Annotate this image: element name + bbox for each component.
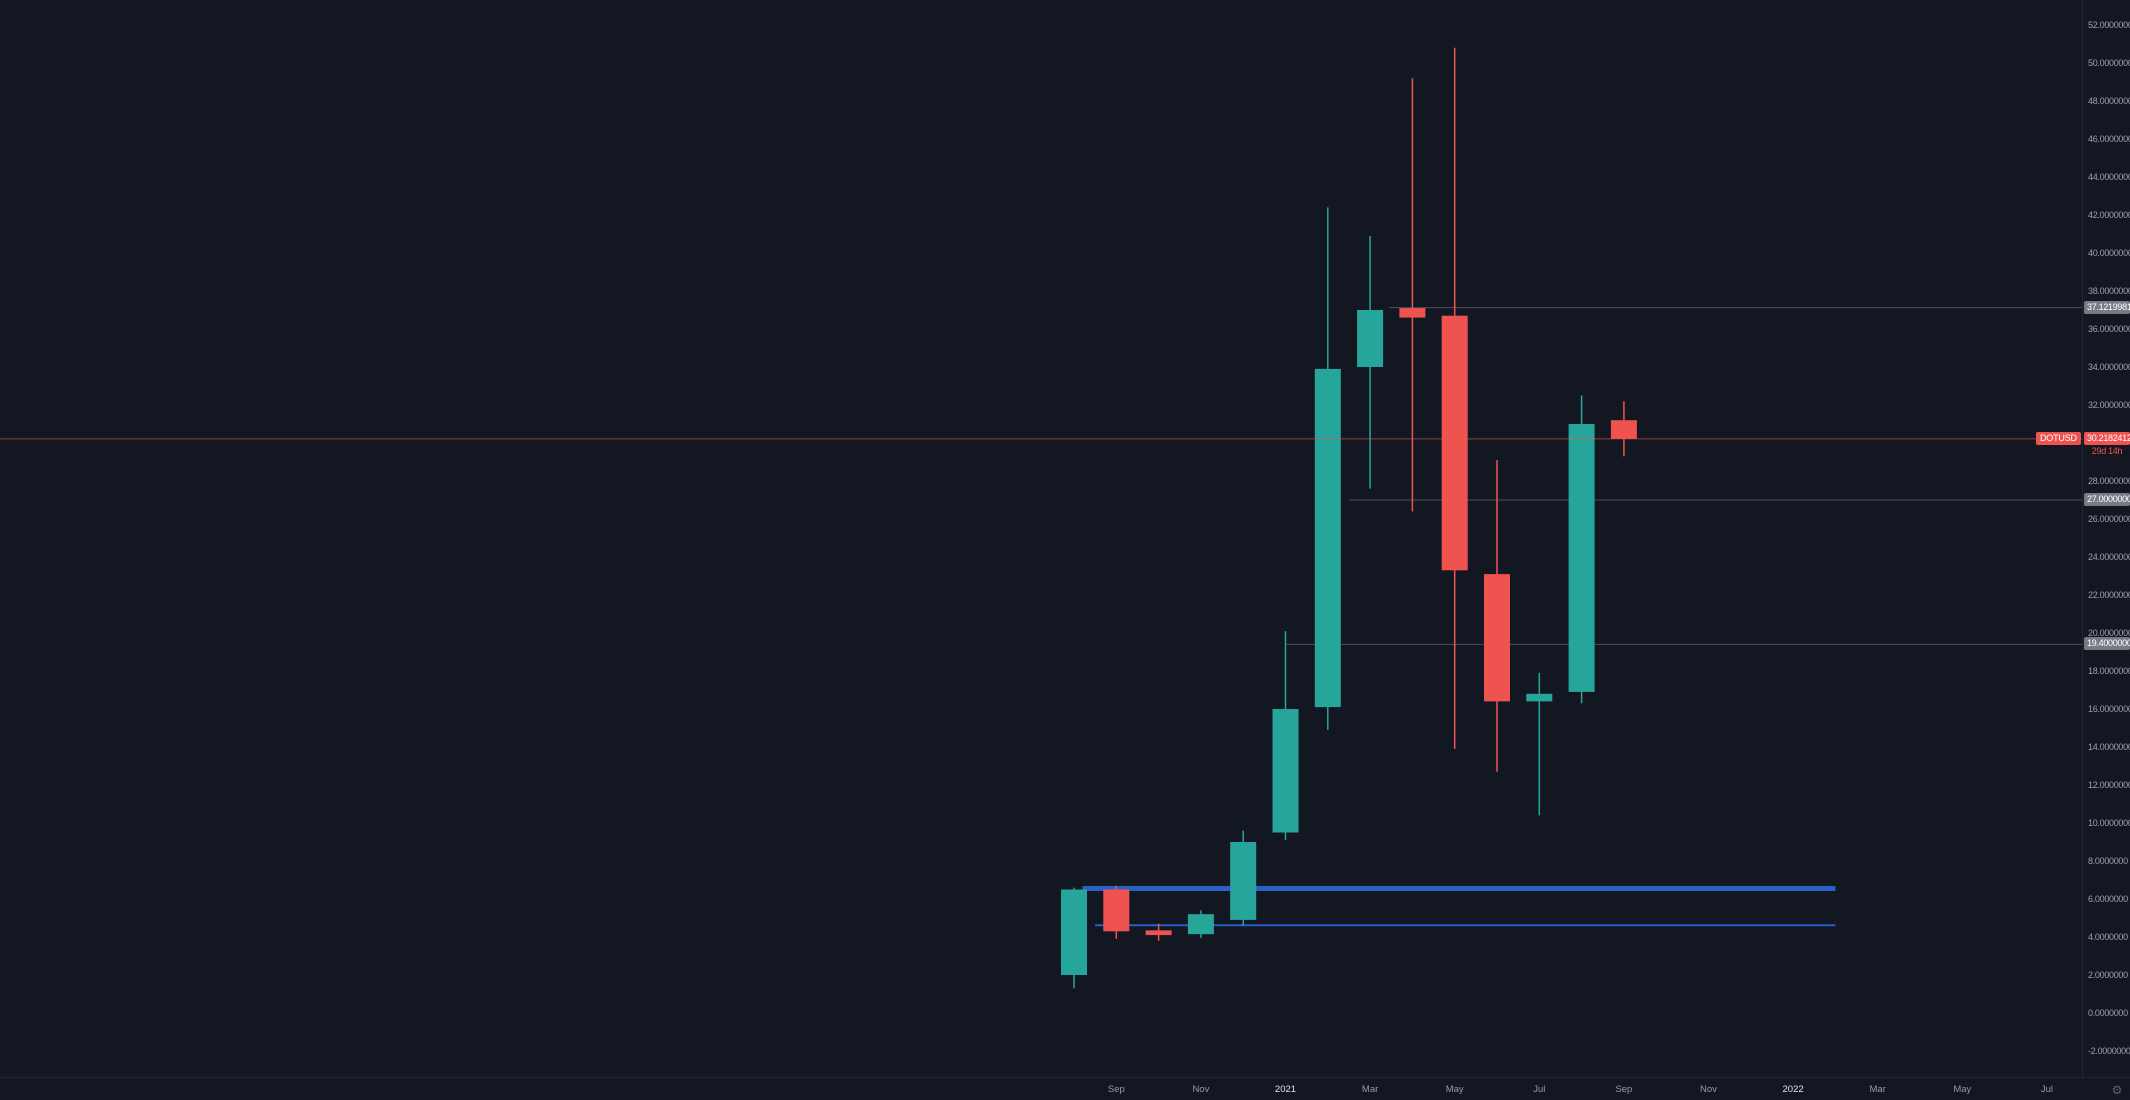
time-tick-month-label: May	[1445, 1084, 1464, 1095]
price-tick-label: 16.0000000	[2088, 704, 2130, 714]
axis-settings-gear-icon[interactable]: ⚙	[2111, 1083, 2123, 1097]
price-tick-label: 8.0000000	[2088, 856, 2128, 866]
time-tick-month-label: Jul	[1533, 1084, 1546, 1095]
time-tick-month-label: Sep	[1107, 1084, 1125, 1095]
time-tick-month-label: May	[1953, 1084, 1972, 1095]
candle-body[interactable]	[1484, 574, 1510, 702]
candle-body[interactable]	[1272, 709, 1299, 833]
candle-body[interactable]	[1399, 308, 1426, 318]
price-tick-label: 48.0000000	[2088, 96, 2130, 106]
price-tick-label: 4.0000000	[2088, 932, 2128, 942]
price-tick-label: 44.0000000	[2088, 172, 2130, 182]
current-price-axis-label: 30.2182412	[2084, 431, 2130, 445]
price-tick-label: 34.0000000	[2088, 362, 2130, 372]
price-tick-label: 40.0000000	[2088, 248, 2130, 258]
candle-body[interactable]	[1357, 310, 1384, 367]
price-tick-label: 38.0000000	[2088, 286, 2130, 296]
price-tick-label: 6.0000000	[2088, 894, 2128, 904]
price-tick-label: 2.0000000	[2088, 970, 2128, 980]
level-axis-label: 37.1219981	[2084, 300, 2130, 314]
candle-body[interactable]	[1441, 315, 1468, 571]
chart-canvas[interactable]	[0, 0, 2082, 1077]
time-tick-year-label: 2021	[1274, 1084, 1297, 1095]
level-axis-label: 19.4000000	[2084, 637, 2130, 651]
time-tick-month-label: Sep	[1615, 1084, 1633, 1095]
candle-body[interactable]	[1526, 693, 1553, 702]
symbol-price-line-label: DOTUSD	[2036, 431, 2081, 445]
price-tick-label: 10.0000000	[2088, 818, 2130, 828]
price-tick-label: 36.0000000	[2088, 324, 2130, 334]
candle-body[interactable]	[1610, 420, 1637, 439]
candle-body[interactable]	[1145, 930, 1172, 936]
price-tick-label: 14.0000000	[2088, 742, 2130, 752]
time-tick-month-label: Mar	[1361, 1084, 1379, 1095]
price-tick-label: 18.0000000	[2088, 666, 2130, 676]
price-tick-label: -2.0000000	[2088, 1046, 2130, 1056]
price-tick-label: 26.0000000	[2088, 514, 2130, 524]
time-tick-year-label: 2022	[1782, 1084, 1804, 1095]
level-axis-label: 27.0000000	[2084, 493, 2130, 506]
price-tick-label: 32.0000000	[2088, 400, 2130, 410]
price-tick-label: 46.0000000	[2088, 134, 2130, 144]
time-tick-month-label: Mar	[1869, 1084, 1886, 1095]
time-axis[interactable]: ⚙ Sep Nov 2021 Mar May Jul Sep Nov 2022 Mar May Jul	[0, 1077, 2130, 1100]
price-tick-label: 52.0000000	[2088, 20, 2130, 30]
candle-body[interactable]	[1314, 368, 1341, 708]
candle-body[interactable]	[1061, 889, 1087, 976]
candle-close-countdown: 29d 14h	[2091, 445, 2123, 456]
price-tick-label: 50.0000000	[2088, 58, 2130, 68]
price-tick-label: 24.0000000	[2088, 552, 2130, 562]
candle-body[interactable]	[1230, 842, 1257, 920]
price-tick-label: 0.0000000	[2088, 1008, 2128, 1018]
price-tick-label: 28.0000000	[2088, 476, 2130, 486]
price-tick-label: 12.0000000	[2088, 780, 2130, 790]
price-tick-label: 20.0000000	[2088, 628, 2130, 638]
time-tick-month-label: Nov	[1192, 1084, 1210, 1095]
candle-body[interactable]	[1103, 889, 1130, 932]
time-tick-month-label: Jul	[2040, 1084, 2053, 1095]
candle-body[interactable]	[1187, 914, 1214, 935]
candle-body[interactable]	[1568, 424, 1595, 692]
price-tick-label: 42.0000000	[2088, 210, 2130, 220]
price-tick-label: 22.0000000	[2088, 590, 2130, 600]
price-axis[interactable]: 30.2182412 29d 14h 52.0000000 50.0000000 4…	[2082, 0, 2130, 1077]
time-tick-month-label: Nov	[1700, 1084, 1717, 1095]
